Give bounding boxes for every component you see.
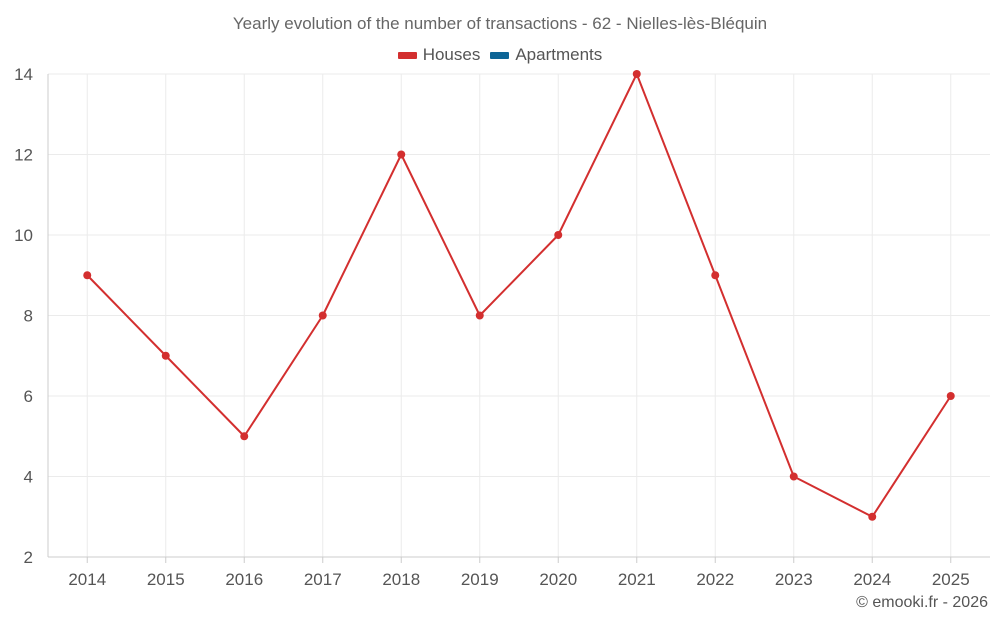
x-tick-label: 2015 [147,570,185,589]
data-point[interactable] [161,351,170,360]
data-point[interactable] [318,311,327,320]
series-houses [83,70,955,521]
credit-text: © emooki.fr - 2026 [856,594,988,611]
data-point[interactable] [946,392,955,400]
data-point[interactable] [711,271,720,280]
data-point[interactable] [789,472,798,481]
y-tick-label: 8 [24,307,33,326]
legend-swatch-apartments [490,51,510,59]
y-axis-ticks: 2 4 6 8 10 12 14 [14,65,33,567]
legend-label-apartments: Apartments [515,45,603,64]
series-line-houses [86,73,952,518]
x-tick-label: 2024 [853,570,891,589]
y-tick-label: 10 [14,226,33,245]
legend-item-apartments[interactable]: Apartments [490,45,602,65]
legend-item-houses[interactable]: Houses [397,45,481,65]
y-tick-label: 14 [14,65,33,84]
data-point[interactable] [397,150,406,159]
y-tick-label: 6 [24,387,33,406]
x-tick-label: 2020 [539,570,577,589]
y-tick-label: 4 [24,468,33,487]
data-point[interactable] [240,432,249,441]
x-tick-label: 2018 [382,570,420,589]
data-point[interactable] [475,311,484,320]
legend-swatch-houses [397,51,417,59]
x-tick-label: 2019 [461,570,499,589]
data-point[interactable] [632,70,641,78]
x-tick-label: 2016 [225,570,263,589]
data-point[interactable] [554,231,563,239]
x-axis-ticks: 2014 2015 2016 2017 2018 2019 2020 2021 2022 2023… [68,570,969,589]
x-tick-label: 2014 [68,570,106,589]
x-tick-label: 2025 [932,570,970,589]
x-tick-label: 2022 [696,570,734,589]
legend: Houses Apartments [0,45,1000,65]
chart-title: Yearly evolution of the number of transa… [232,14,768,33]
data-point[interactable] [868,512,877,521]
y-tick-label: 2 [24,548,33,567]
axes [47,74,990,563]
x-tick-label: 2021 [618,570,656,589]
y-tick-label: 12 [14,146,33,165]
data-point[interactable] [83,271,92,280]
x-tick-label: 2023 [775,570,813,589]
grid [48,73,990,557]
legend-label-houses: Houses [422,45,481,64]
x-tick-label: 2017 [304,570,342,589]
